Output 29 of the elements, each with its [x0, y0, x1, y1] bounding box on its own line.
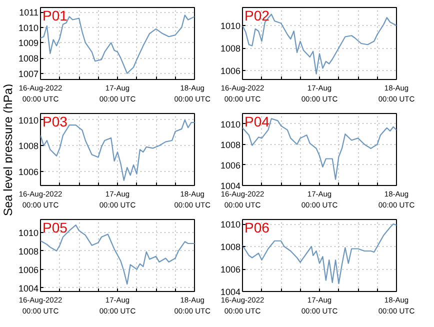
y-tick-label: 1006 [220, 160, 241, 170]
y-tick-label: 1008 [220, 140, 241, 150]
chart-title: P02 [244, 8, 270, 24]
y-tick-label: 1006 [220, 66, 241, 76]
chart-title: P06 [244, 220, 270, 236]
y-tick-label: 1004 [220, 181, 241, 191]
y-tick-label: 1008 [18, 246, 39, 256]
chart-title: P01 [42, 8, 68, 24]
y-tick-label: 1011 [19, 8, 39, 18]
chart-title: P03 [42, 114, 68, 130]
y-tick-label: 1004 [220, 287, 241, 297]
y-tick-label: 1010 [18, 115, 39, 126]
y-tick-label: 1010 [18, 22, 39, 33]
y-tick-label: 1010 [220, 119, 241, 130]
y-tick-label: 1010 [220, 21, 241, 31]
y-tick-label: 1006 [18, 264, 39, 275]
y-tick-label: 1008 [18, 54, 39, 64]
y-tick-label: 1004 [18, 283, 39, 294]
y-tick-label: 1008 [18, 141, 39, 152]
chart-title: P05 [42, 220, 68, 236]
y-tick-label: 1006 [220, 264, 241, 274]
y-tick-label: 1009 [18, 38, 39, 48]
chart-title: P04 [244, 114, 270, 130]
y-tick-label: 1007 [18, 68, 39, 79]
y-tick-label: 1010 [220, 220, 241, 230]
y-tick-label: 1008 [220, 44, 241, 54]
y-tick-label: 1006 [18, 166, 39, 177]
y-tick-label: 1008 [220, 242, 241, 252]
y-tick-label: 1010 [18, 228, 39, 238]
